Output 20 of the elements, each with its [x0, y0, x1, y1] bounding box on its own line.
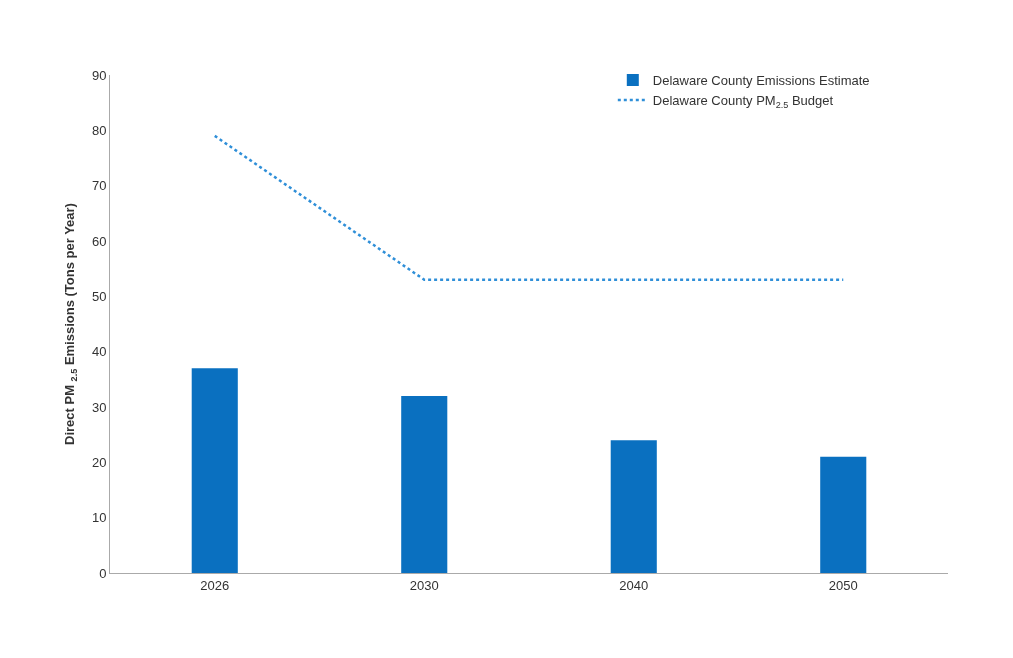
- x-tick-label: 2050: [828, 577, 858, 593]
- y-tick-label: 30: [91, 399, 107, 415]
- bar: [610, 440, 657, 573]
- legend-label: Delaware County Emissions Estimate: [652, 73, 870, 89]
- bar: [401, 395, 448, 573]
- y-tick-label: 50: [91, 288, 107, 304]
- x-tick-label: 2040: [619, 577, 649, 593]
- x-tick-label: 2026: [200, 577, 230, 593]
- y-tick-label: 90: [91, 67, 107, 83]
- bar: [191, 368, 238, 573]
- y-tick-label: 70: [91, 178, 107, 194]
- legend-label: Delaware County PM$_{2.5}$ Budget: [652, 92, 834, 110]
- y-tick-label: 40: [91, 344, 107, 360]
- y-tick-label: 0: [99, 565, 107, 581]
- y-tick-label: 20: [91, 454, 107, 470]
- bar: [820, 456, 867, 573]
- x-tick-label: 2030: [409, 577, 439, 593]
- y-tick-label: 80: [91, 122, 107, 138]
- y-tick-label: 10: [91, 510, 107, 526]
- y-tick-label: 60: [91, 233, 107, 249]
